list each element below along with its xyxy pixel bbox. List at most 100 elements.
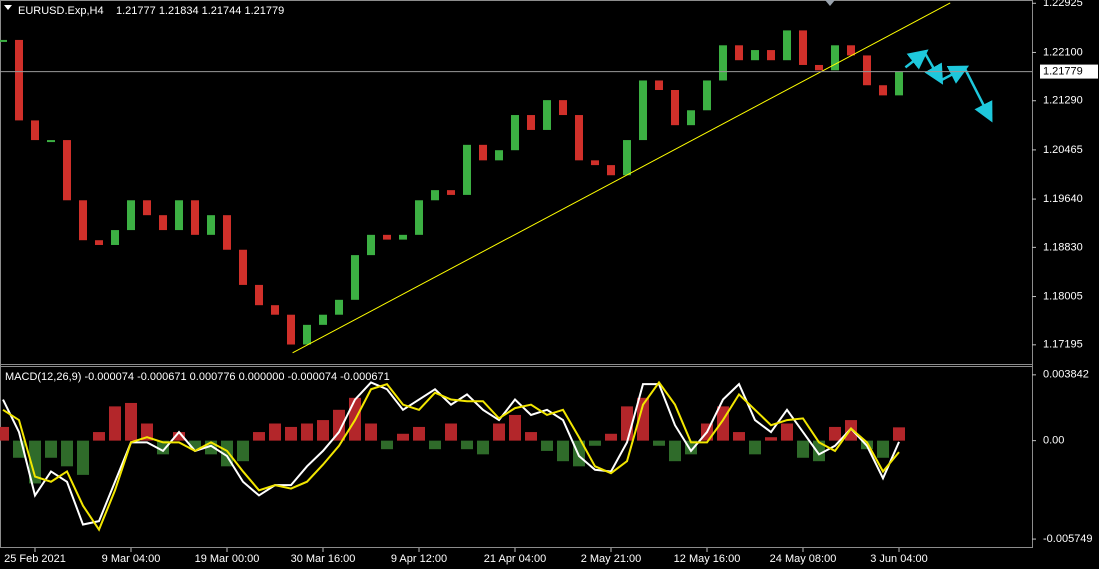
histogram-bar (813, 440, 825, 462)
price-bar (847, 45, 855, 56)
x-tick-label: 24 May 08:00 (770, 553, 837, 565)
price-bar (607, 165, 615, 176)
histogram-bar (605, 433, 617, 441)
price-bar (591, 160, 599, 166)
y-tick-label: 1.17195 (1043, 339, 1083, 351)
price-bar (879, 85, 887, 96)
macd-line (2, 381, 900, 526)
y-tick-label: 1.22925 (1043, 0, 1083, 9)
histogram-bar (509, 414, 521, 441)
price-bar (143, 200, 151, 216)
histogram-bar (541, 440, 553, 451)
price-bar (815, 64, 823, 71)
price-bar (767, 50, 775, 61)
histogram-bar (125, 402, 137, 441)
trendline (292, 2, 951, 354)
price-bar (111, 230, 119, 245)
histogram-bar (765, 437, 777, 441)
y-tick-label: 1.22100 (1043, 46, 1083, 58)
histogram-bar (429, 440, 441, 450)
price-bar (191, 200, 199, 235)
x-tick-label: 25 Feb 2021 (4, 553, 66, 565)
price-bar (799, 30, 807, 65)
price-bar (335, 299, 343, 315)
forecast-arrow (923, 51, 944, 85)
y-tick-label: 1.18830 (1043, 241, 1083, 253)
menu-triangle[interactable] (4, 5, 12, 10)
histogram-bar (285, 426, 297, 441)
histogram-bar (685, 440, 697, 455)
y-tick-label: 1.21290 (1043, 95, 1083, 107)
price-bar (351, 255, 359, 300)
histogram-bar (93, 432, 105, 441)
histogram-bar (525, 432, 537, 441)
histogram-bar (29, 440, 41, 484)
histogram-bar (397, 433, 409, 441)
last-price-box (1040, 64, 1098, 79)
price-bar (255, 284, 263, 306)
histogram-bar (461, 440, 473, 450)
histogram-bar (477, 440, 489, 455)
price-bar (575, 115, 583, 161)
histogram-bar (45, 440, 57, 458)
histogram-bar (301, 423, 313, 441)
histogram-bar (365, 423, 377, 441)
histogram-bar (333, 409, 345, 441)
forecast-arrow (940, 65, 970, 84)
histogram-bar (381, 440, 393, 450)
price-bar (271, 305, 279, 315)
x-tick-label: 3 Jun 04:00 (870, 553, 928, 565)
histogram-bar (317, 420, 329, 441)
price-bar (287, 314, 295, 345)
price-bar (479, 144, 487, 161)
price-bar (751, 50, 759, 61)
x-tick-label: 12 May 16:00 (674, 553, 741, 565)
price-bar (463, 144, 471, 195)
histogram-bar (61, 440, 73, 467)
price-bar (367, 234, 375, 256)
price-bar (431, 190, 439, 201)
histogram-bar (0, 426, 9, 441)
shift-marker (825, 0, 835, 6)
price-bar (415, 200, 423, 235)
price-bar (63, 140, 71, 201)
price-bar (655, 80, 663, 91)
price-bar (495, 150, 503, 161)
price-bar (0, 39, 7, 42)
histogram-bar (445, 423, 457, 441)
histogram-bar (253, 432, 265, 441)
price-bar (783, 30, 791, 61)
price-bar (47, 140, 55, 143)
price-bar (319, 314, 327, 325)
last-price-label: 1.21779 (1043, 65, 1083, 77)
price-bar (399, 234, 407, 240)
x-tick-label: 9 Apr 12:00 (391, 553, 447, 565)
histogram-bar (493, 423, 505, 441)
y-tick-label: 1.19640 (1043, 193, 1083, 205)
x-tick-label: 19 Mar 00:00 (195, 553, 260, 565)
histogram-bar (797, 440, 809, 458)
price-bar (719, 45, 727, 81)
histogram-bar (141, 423, 153, 441)
price-bar (543, 100, 551, 130)
price-bar (15, 39, 23, 121)
y-tick-label: 1.20465 (1043, 144, 1083, 156)
histogram-bar (109, 406, 121, 441)
histogram-bar (733, 432, 745, 441)
price-bar (383, 234, 391, 240)
y-tick-label: -0.005749 (1043, 533, 1093, 545)
plot-frame (0, 0, 1033, 548)
x-tick-label: 2 May 21:00 (581, 553, 642, 565)
price-bar (527, 115, 535, 130)
histogram-bar (781, 423, 793, 441)
histogram-bar (77, 440, 89, 475)
price-bar (559, 100, 567, 116)
price-bar (95, 240, 103, 245)
histogram-bar (589, 440, 601, 446)
histogram-bar (749, 440, 761, 455)
histogram-bar (669, 440, 681, 462)
histogram-bar (189, 440, 201, 450)
price-bar (303, 324, 311, 345)
